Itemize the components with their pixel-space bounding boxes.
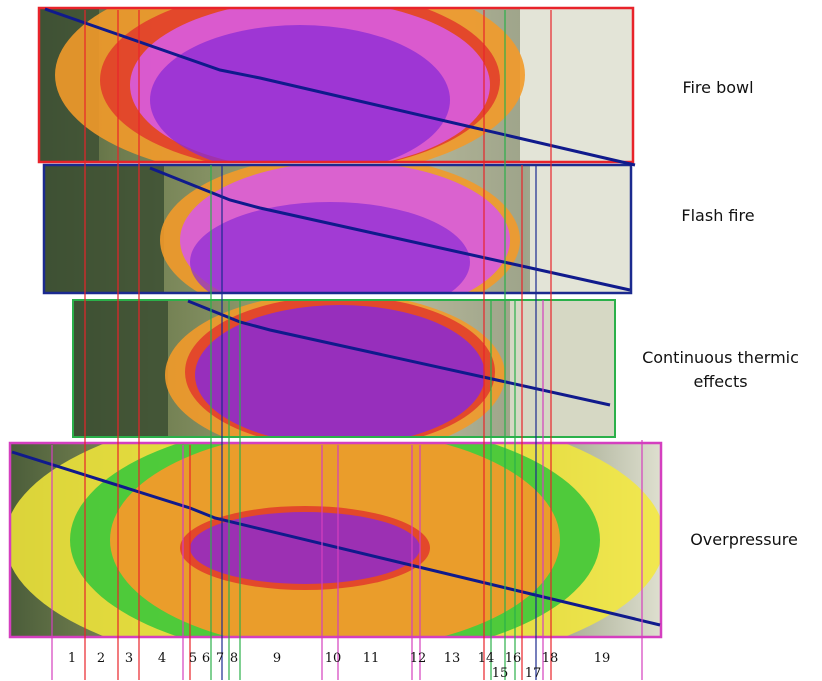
zone-purple bbox=[190, 512, 420, 584]
panel-label-fire-bowl: Fire bowl bbox=[682, 78, 754, 97]
zone-purple bbox=[190, 202, 470, 293]
zone-purple bbox=[195, 305, 485, 437]
segment-label: 15 bbox=[491, 666, 509, 681]
segment-label: 13 bbox=[443, 651, 461, 666]
panel-continuous bbox=[73, 300, 615, 437]
segment-label: 2 bbox=[96, 651, 106, 666]
segment-label: 17 bbox=[524, 666, 542, 681]
segment-label: 7 bbox=[215, 651, 225, 666]
panel-label-overpressure: Overpressure bbox=[690, 530, 798, 549]
panel-fire-bowl bbox=[39, 8, 633, 162]
segment-label: 18 bbox=[541, 651, 559, 666]
wooded-area bbox=[44, 165, 164, 293]
panel-frame-overpressure bbox=[8, 441, 663, 639]
segment-label: 3 bbox=[124, 651, 134, 666]
trajectory-overpressure bbox=[11, 450, 661, 627]
segment-label: 10 bbox=[324, 651, 342, 666]
field-area bbox=[520, 8, 633, 162]
segment-label: 11 bbox=[362, 651, 380, 666]
wooded-area bbox=[73, 300, 168, 437]
segment-label: 5 bbox=[188, 651, 198, 666]
field-area bbox=[530, 165, 631, 293]
panel-frame-flash-fire bbox=[42, 163, 633, 295]
segment-label: 16 bbox=[504, 651, 522, 666]
trajectory-fire-bowl bbox=[44, 7, 636, 167]
segment-label: 1 bbox=[67, 651, 77, 666]
segment-label: 4 bbox=[157, 651, 167, 666]
panel-label-continuous: Continuous thermic effects bbox=[642, 348, 799, 391]
panel-overpressure bbox=[10, 443, 661, 637]
field-area bbox=[510, 300, 615, 437]
segment-label: 14 bbox=[477, 651, 495, 666]
trajectory-continuous bbox=[187, 299, 611, 407]
panel-flash-fire bbox=[44, 165, 631, 293]
segment-label: 9 bbox=[272, 651, 282, 666]
segment-label: 6 bbox=[201, 651, 211, 666]
segment-dividers bbox=[51, 10, 643, 680]
trajectory-flash-fire bbox=[149, 166, 631, 292]
panel-frame-fire-bowl bbox=[37, 6, 635, 164]
panel-frame-continuous bbox=[72, 299, 616, 438]
zone-purple bbox=[150, 25, 450, 162]
panel-label-flash-fire: Flash fire bbox=[681, 206, 755, 225]
segment-label: 12 bbox=[409, 651, 427, 666]
segment-label: 8 bbox=[229, 651, 239, 666]
segment-label: 19 bbox=[593, 651, 611, 666]
